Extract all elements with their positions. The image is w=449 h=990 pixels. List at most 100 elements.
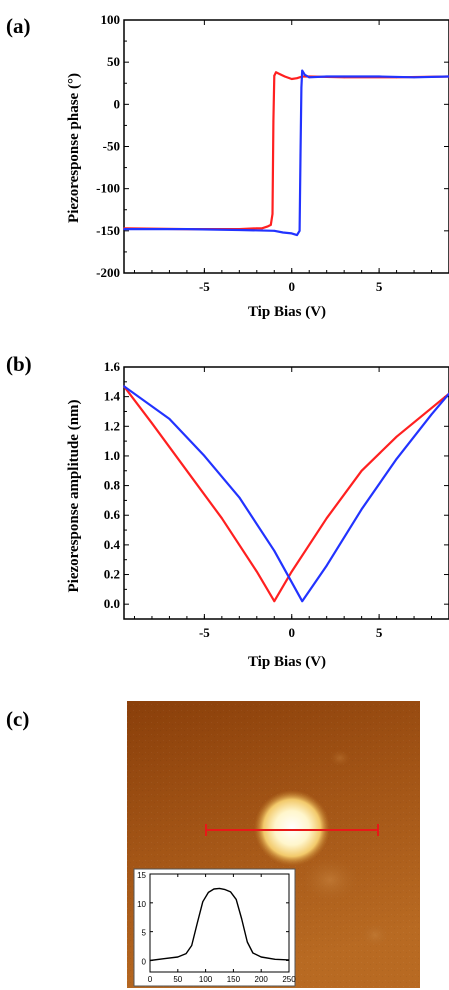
afm-bright-domain [254,790,330,866]
chart-a-ytick-label: 100 [101,12,121,27]
inset-ytick-label: 10 [137,900,146,909]
chart-a-series-1-line [124,69,449,237]
chart-a-ytick-label: -50 [103,139,120,154]
chart-b-series-0-point [360,469,363,472]
chart-a-xtick-label: -5 [199,279,210,294]
chart-b-xtick-label: 5 [376,625,383,640]
chart-a-series-1-point [123,228,125,231]
chart-b-series-0-point [290,570,293,573]
chart-a-series-1-point [378,75,381,78]
inset-xtick-label: 250 [282,975,296,984]
inset-xtick-label: 0 [148,975,153,984]
chart-a-plot-frame [123,19,449,274]
chart-b-ytick-label: 1.4 [104,389,121,404]
chart-a-xtick-label: 0 [288,279,295,294]
chart-b-ylabel: Piezoresponse amplitude (nm) [66,399,82,592]
chart-a-series-1-point [303,73,306,76]
chart-a-series-0-point [273,74,276,77]
panel-c-label: (c) [6,707,29,731]
chart-a-series-0-point [272,120,275,123]
chart-a-series-1-point [325,75,328,78]
chart-a-series-0-point [269,224,272,226]
chart-b-ytick-label: 0.8 [104,478,121,493]
line-profile-marker [205,824,379,836]
chart-a-ytick-label: -100 [96,181,120,196]
chart-a-series-1-point [301,69,304,72]
chart-a-series-1-point [186,228,188,231]
inset-series-0-line [149,887,290,962]
chart-b-ytick-label: 0.0 [104,596,120,611]
chart-a-ytick-label: -200 [96,265,120,280]
chart-b-series-0-point [325,517,328,520]
chart-a-series-1-point [298,229,301,232]
chart-a-series-0-point [266,225,269,228]
chart-b-series-1-point [395,458,398,460]
chart-a-xtick-label: 5 [376,279,383,294]
chart-b-series-0-point [151,422,153,425]
chart-b-plot-frame [123,366,449,620]
chart-b-series-0-point [395,435,398,438]
chart-b-series-1-point [430,413,433,416]
chart-b-series-1-line [123,385,449,603]
chart-a-series-0-point [275,71,277,74]
chart-a-series-1-point [296,234,298,236]
chart-a-series-1-point [299,154,302,156]
chart-a-series-1-point [413,76,415,79]
chart-b-ytick-label: 1.0 [104,448,120,463]
inset-ytick-label: 0 [142,957,147,966]
afm-feature-blob [302,858,358,902]
chart-b-series-0-line [123,385,449,603]
chart-a-series-0-point [290,78,293,80]
chart-b-xtick-label: 0 [288,625,295,640]
chart-a-series-1-point [238,229,241,231]
chart-b-series-1-point [123,385,125,388]
chart-b-series-0-point [186,469,188,472]
chart-a-series-1-point [282,231,284,234]
chart-a-series-0-point [261,227,263,230]
inset-xtick-label: 200 [255,975,269,984]
chart-b-series-1-point [325,564,328,567]
chart-a-ytick-label: -150 [96,223,120,238]
afm-feature-blob [330,750,350,766]
chart-a-series-1-point [343,75,346,78]
chart-a-ylabel: Piezoresponse phase (°) [66,73,82,223]
panel-b-label: (b) [6,352,32,376]
chart-a-series-0-point [255,227,258,230]
inset-ytick-label: 5 [142,929,147,938]
chart-a-series-0-point [278,73,281,75]
inset-plot-frame [149,873,290,973]
chart-a-series-0-point [271,213,274,215]
inset-xtick-label: 50 [173,975,182,984]
chart-b-series-0-point [220,517,223,520]
chart-b-series-1-point [360,508,363,511]
chart-b-ytick-label: 0.2 [104,567,120,582]
chart-a-series-0-point [296,77,298,80]
chart-b-series-1-point [238,496,241,499]
chart-a-series-1-point [273,229,276,232]
afm-feature-blob [361,923,389,947]
chart-a-series-0-point [283,75,286,78]
chart-a-ytick-label: 0 [114,96,121,111]
chart-b-xtick-label: -5 [199,625,210,640]
inset-xtick-label: 150 [227,975,241,984]
chart-a-series-1-point [290,232,293,235]
chart-b: 0.0 0.2 0.4 0.6 0.8 1.0 1.2 1.4 1.6 -5 0 5 Tip Bias… [66,359,449,670]
chart-a-series-1-point [300,86,303,89]
panel-a-label: (a) [6,14,31,38]
inset-ytick-label: 15 [137,871,146,880]
inset-xtick-label: 100 [199,975,213,984]
chart-b-series-1-point [168,417,171,420]
chart-b-series-1-point [273,549,276,552]
chart-b-series-0-point [255,570,258,573]
chart-b-series-1-point [301,600,304,603]
inset-box [133,868,296,987]
chart-b-series-0-point [273,600,276,603]
chart-a-xlabel: Tip Bias (V) [248,304,326,320]
chart-a-ytick-label: 50 [107,54,120,69]
chart-b-series-1-point [203,455,206,457]
chart-a-series-0-line [123,71,449,231]
